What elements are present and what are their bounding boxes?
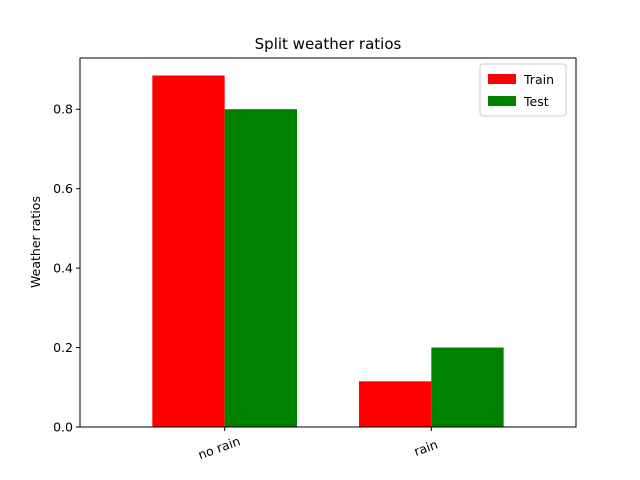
y-tick-label: 0.6: [53, 181, 73, 196]
y-tick-label: 0.8: [53, 102, 73, 117]
legend-label-test: Test: [523, 94, 549, 109]
y-tick-label: 0.4: [53, 261, 73, 276]
legend-swatch-test: [488, 96, 516, 106]
bar-test-no-rain: [224, 109, 297, 428]
chart-title: Split weather ratios: [255, 35, 402, 53]
y-tick-label: 0.2: [53, 340, 73, 355]
legend: Train Test: [479, 63, 567, 117]
plot-frame: [79, 57, 577, 428]
legend-swatch-train: [488, 74, 516, 84]
y-axis-label: Weather ratios: [28, 196, 43, 288]
y-axis: 0.0 0.2 0.4 0.6 0.8: [53, 102, 80, 435]
bar-test-rain: [431, 347, 504, 427]
legend-label-train: Train: [523, 72, 554, 87]
y-tick-label: 0.0: [53, 420, 73, 435]
bar-train-rain: [359, 381, 432, 427]
bar-train-no-rain: [152, 75, 225, 427]
bars-layer: [152, 75, 504, 428]
